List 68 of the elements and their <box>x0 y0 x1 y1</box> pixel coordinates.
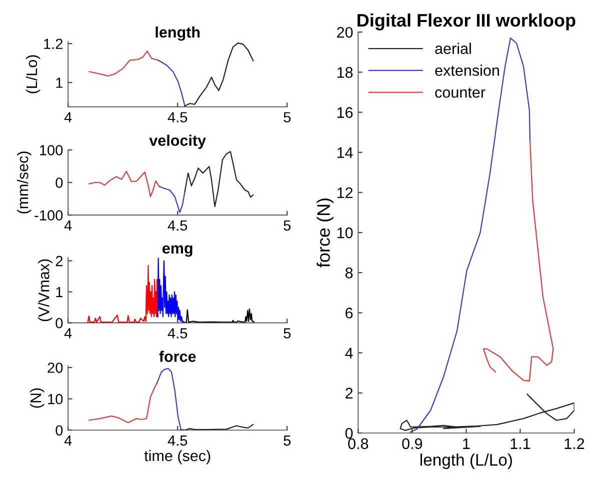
y-tick-label: 2 <box>346 388 353 398</box>
y-tick-label: 20 <box>337 26 353 38</box>
x-tick-label: 1.2 <box>564 438 584 449</box>
y-tick-label: 2 <box>56 256 62 266</box>
x-axis-title: time (sec) <box>144 450 210 464</box>
chart-title: emg <box>162 245 192 257</box>
y-tick-label: 0 <box>56 425 63 436</box>
y-axis-title: force (N) <box>316 198 334 268</box>
y-tick-label: 100 <box>40 145 63 156</box>
legend-label: counter <box>435 88 486 98</box>
line-series <box>88 170 160 198</box>
y-tick-label: 0 <box>345 428 353 439</box>
x-tick-label: 4.5 <box>168 328 188 338</box>
line-series <box>410 38 530 433</box>
y-tick-label: 16 <box>337 107 353 118</box>
line-series <box>482 140 554 382</box>
y-tick-label: 18 <box>337 67 353 78</box>
line-series <box>158 186 186 214</box>
y-tick-label: 1.2 <box>44 38 62 49</box>
x-tick-label: 4 <box>64 112 72 122</box>
y-tick-label: 0 <box>56 178 63 188</box>
x-tick-label: 1 <box>463 438 470 449</box>
y-tick-label: 8 <box>345 268 353 278</box>
x-tick-label: 4 <box>64 328 72 338</box>
x-tick-label: 5 <box>284 220 291 231</box>
x-tick-label: 5 <box>284 436 291 446</box>
line-series <box>400 394 574 431</box>
x-tick-label: 4.5 <box>168 220 188 231</box>
y-tick-label: 14 <box>337 147 353 158</box>
x-tick-label: 4.5 <box>168 436 188 446</box>
line-series <box>184 42 254 106</box>
chart-title: velocity <box>149 134 206 149</box>
y-axis-title: (V/Vmax) <box>38 259 52 322</box>
x-tick-label: 5 <box>284 328 291 338</box>
line-series <box>87 264 158 323</box>
y-tick-label: 1 <box>56 287 63 298</box>
chart-title: length <box>156 26 200 41</box>
line-series <box>184 151 254 208</box>
y-tick-label: 6 <box>346 308 353 318</box>
x-tick-label: 4 <box>64 220 72 230</box>
chart-title: force <box>159 350 196 362</box>
line-series <box>88 50 159 76</box>
y-tick-label: 10 <box>48 394 63 404</box>
y-tick-label: 12 <box>337 187 353 198</box>
y-tick-label: 20 <box>48 362 63 373</box>
y-axis-title: (L/Lo) <box>26 55 40 94</box>
x-tick-label: 4 <box>64 436 72 446</box>
y-axis-title: (N) <box>30 388 44 408</box>
y-tick-label: 4 <box>345 348 353 358</box>
x-tick-label: 0.8 <box>348 438 368 450</box>
y-tick-label: 1 <box>56 78 63 88</box>
line-series <box>157 258 185 323</box>
line-series <box>88 382 158 424</box>
legend-label: aerial <box>435 42 471 54</box>
y-tick-label: 0 <box>56 318 63 328</box>
line-series <box>156 368 182 430</box>
x-axis-title: length (L/Lo) <box>420 454 512 470</box>
line-series <box>158 60 186 106</box>
y-axis-title: (mm/sec) <box>17 152 32 214</box>
legend-label: extension <box>435 64 499 76</box>
x-tick-label: 0.9 <box>402 438 422 450</box>
y-tick-label: -100 <box>34 210 63 220</box>
y-tick-label: 10 <box>337 227 353 238</box>
x-tick-label: 4.5 <box>168 112 188 122</box>
x-tick-label: 1.1 <box>510 438 530 449</box>
chart-title: Digital Flexor III workloop <box>358 13 576 30</box>
line-series <box>184 308 255 323</box>
x-tick-label: 5 <box>284 112 291 122</box>
